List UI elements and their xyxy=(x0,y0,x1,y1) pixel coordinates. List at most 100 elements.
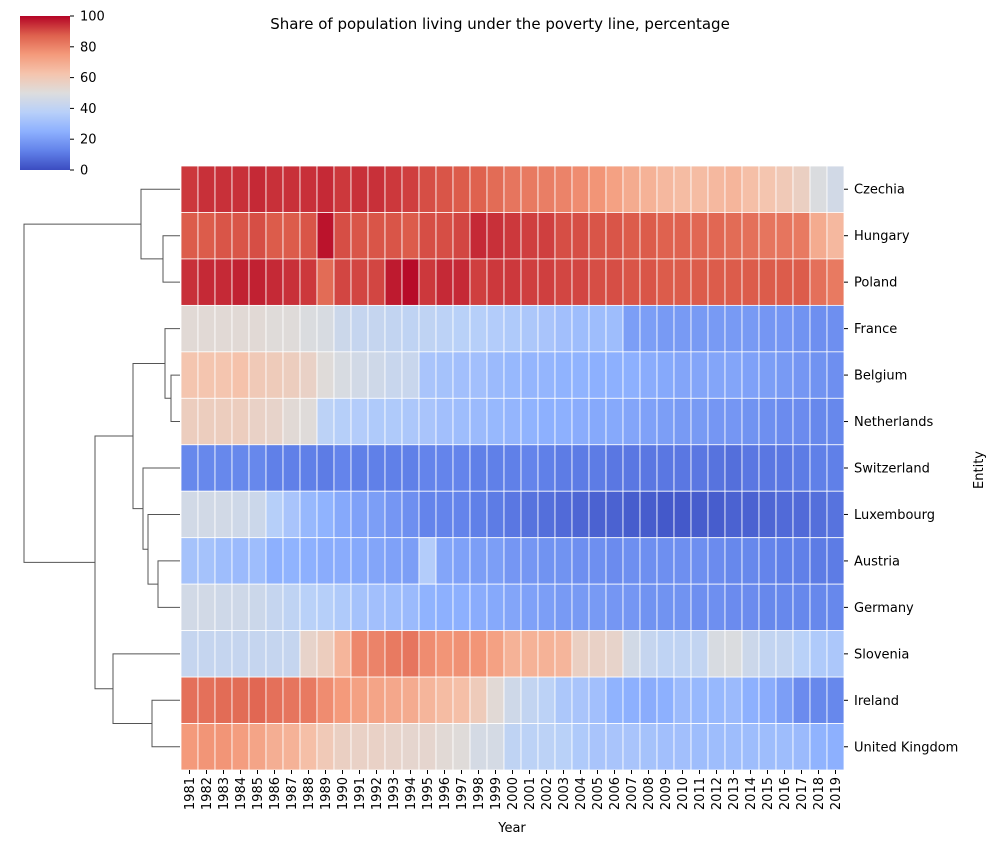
heatmap-cell xyxy=(520,444,539,492)
heatmap-cell xyxy=(384,444,403,492)
heatmap-cell xyxy=(265,444,284,492)
year-label: 1983 xyxy=(217,777,232,810)
heatmap-cell xyxy=(180,258,199,306)
dendrogram-link xyxy=(23,223,141,563)
heatmap-cell xyxy=(826,444,845,492)
heatmap-cell xyxy=(350,723,369,771)
heatmap-cell xyxy=(622,723,641,771)
heatmap-cell xyxy=(435,304,454,353)
heatmap-cell xyxy=(520,351,539,399)
year-label: 1984 xyxy=(234,777,249,810)
entity-label: United Kingdom xyxy=(854,740,958,755)
year-label: 1989 xyxy=(319,777,334,810)
heatmap-cell xyxy=(282,212,301,260)
year-label: 1986 xyxy=(268,777,283,810)
heatmap-cell xyxy=(469,490,488,539)
heatmap-cell xyxy=(809,490,828,539)
heatmap-cell xyxy=(537,490,556,539)
year-label: 2018 xyxy=(812,777,827,810)
heatmap-cell xyxy=(316,444,335,492)
heatmap-cell xyxy=(231,723,250,771)
heatmap-cell xyxy=(707,490,726,539)
heatmap-cell xyxy=(724,676,743,724)
heatmap-cell xyxy=(231,537,250,585)
heatmap-cell xyxy=(435,676,454,724)
heatmap-cell xyxy=(690,444,709,492)
dendrogram-link xyxy=(147,513,180,585)
heatmap-cell xyxy=(180,304,199,353)
heatmap-cell xyxy=(367,444,386,492)
heatmap-cell xyxy=(826,258,845,306)
heatmap-cell xyxy=(435,258,454,306)
heatmap-cell xyxy=(775,397,794,446)
heatmap-cell xyxy=(333,258,352,306)
heatmap-cell xyxy=(622,537,641,585)
heatmap-cell xyxy=(758,723,777,771)
heatmap-cell xyxy=(639,258,658,306)
heatmap-cell xyxy=(826,351,845,399)
heatmap-cell xyxy=(741,630,760,678)
heatmap-cell xyxy=(622,630,641,678)
heatmap-cell xyxy=(792,351,811,399)
year-label: 2012 xyxy=(710,777,725,810)
heatmap-cell xyxy=(741,351,760,399)
dendrogram-link xyxy=(112,653,180,725)
entity-label: Slovenia xyxy=(854,647,909,662)
heatmap-cell xyxy=(622,212,641,260)
heatmap-cell xyxy=(435,630,454,678)
heatmap-cell xyxy=(367,723,386,771)
heatmap-cell xyxy=(197,490,216,539)
heatmap-cell xyxy=(350,165,369,213)
heatmap-cell xyxy=(503,630,522,678)
heatmap-cell xyxy=(588,444,607,492)
heatmap-cell xyxy=(180,212,199,260)
heatmap-cell xyxy=(282,304,301,353)
heatmap-cell xyxy=(537,630,556,678)
entity-label: Ireland xyxy=(854,694,899,709)
heatmap-cell xyxy=(214,258,233,306)
heatmap-cell xyxy=(673,304,692,353)
heatmap-cell xyxy=(792,676,811,724)
heatmap-cell xyxy=(520,583,539,632)
heatmap-cell xyxy=(690,630,709,678)
heatmap-cell xyxy=(214,630,233,678)
heatmap-cell xyxy=(571,351,590,399)
heatmap-cell xyxy=(316,537,335,585)
heatmap-cell xyxy=(197,676,216,724)
heatmap-cell xyxy=(350,676,369,724)
heatmap-cell xyxy=(214,351,233,399)
year-label: 1994 xyxy=(404,777,419,810)
heatmap-cell xyxy=(384,212,403,260)
heatmap-cell xyxy=(707,676,726,724)
colorbar xyxy=(20,16,70,170)
heatmap-cell xyxy=(605,165,624,213)
heatmap-cell xyxy=(248,304,267,353)
heatmap-cell xyxy=(690,583,709,632)
heatmap-cell xyxy=(520,397,539,446)
heatmap-cell xyxy=(248,490,267,539)
heatmap-cell xyxy=(775,723,794,771)
heatmap-cell xyxy=(350,212,369,260)
heatmap-cell xyxy=(571,397,590,446)
heatmap-cell xyxy=(537,258,556,306)
heatmap-cell xyxy=(537,351,556,399)
heatmap-cell xyxy=(639,537,658,585)
heatmap-cell xyxy=(537,444,556,492)
heatmap-cell xyxy=(214,397,233,446)
heatmap-cell xyxy=(333,537,352,585)
heatmap-cell xyxy=(384,723,403,771)
heatmap-cell xyxy=(673,490,692,539)
heatmap-cell xyxy=(486,676,505,724)
heatmap-cell xyxy=(299,304,318,353)
dendrogram-link xyxy=(132,362,165,510)
heatmap-cell xyxy=(486,258,505,306)
heatmap-cell xyxy=(571,676,590,724)
heatmap-cell xyxy=(690,490,709,539)
heatmap-cell xyxy=(299,212,318,260)
heatmap-cell xyxy=(826,304,845,353)
entity-label: Czechia xyxy=(854,183,905,198)
heatmap-cell xyxy=(707,630,726,678)
heatmap-cell xyxy=(469,630,488,678)
heatmap-cell xyxy=(384,351,403,399)
